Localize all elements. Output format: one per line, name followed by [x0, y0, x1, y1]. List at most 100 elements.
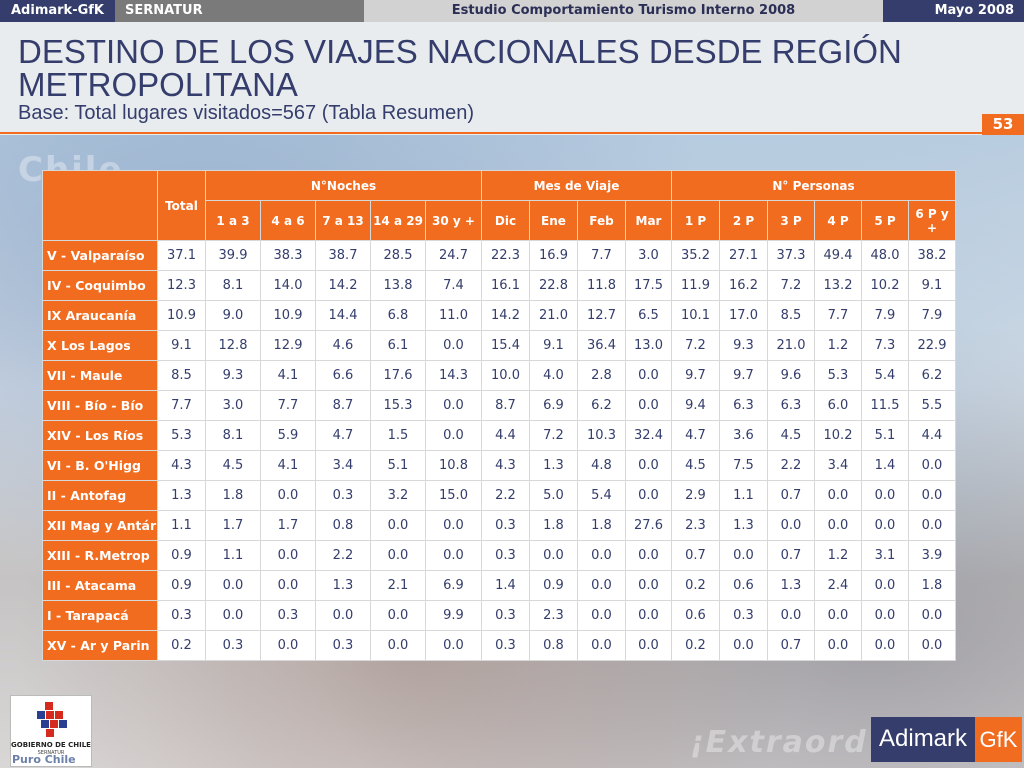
- value-cell: 0.2: [671, 570, 720, 601]
- value-cell: 0.0: [577, 540, 626, 571]
- value-cell: 11.0: [425, 300, 482, 331]
- column-header: 1 a 3: [205, 200, 261, 241]
- value-cell: 0.0: [260, 570, 316, 601]
- value-cell: 7.5: [719, 450, 768, 481]
- value-cell: 0.0: [767, 600, 815, 631]
- value-cell: 0.7: [767, 480, 815, 511]
- total-cell: 0.9: [157, 540, 206, 571]
- region-label: IX Araucanía: [42, 300, 158, 331]
- table-row: VI - B. O'Higg 4.3 4.5 4.1 3.4 5.1 10.8 4.3 1.3 4…: [42, 450, 956, 481]
- value-cell: 13.0: [625, 330, 672, 361]
- value-cell: 4.5: [767, 420, 815, 451]
- value-cell: 7.7: [260, 390, 316, 421]
- value-cell: 14.2: [481, 300, 530, 331]
- value-cell: 38.3: [260, 240, 316, 271]
- value-cell: 0.0: [814, 510, 862, 541]
- region-label: IV - Coquimbo: [42, 270, 158, 301]
- value-cell: 9.1: [529, 330, 578, 361]
- value-cell: 16.1: [481, 270, 530, 301]
- value-cell: 8.5: [767, 300, 815, 331]
- value-cell: 0.0: [425, 420, 482, 451]
- value-cell: 0.0: [625, 360, 672, 391]
- value-cell: 0.0: [260, 540, 316, 571]
- value-cell: 8.7: [481, 390, 530, 421]
- value-cell: 3.1: [861, 540, 909, 571]
- total-cell: 0.9: [157, 570, 206, 601]
- total-cell: 8.5: [157, 360, 206, 391]
- column-header: 4 a 6: [260, 200, 316, 241]
- group-header-personas: N° Personas: [671, 170, 956, 201]
- value-cell: 22.8: [529, 270, 578, 301]
- value-cell: 0.0: [577, 570, 626, 601]
- total-cell: 9.1: [157, 330, 206, 361]
- value-cell: 22.9: [908, 330, 956, 361]
- value-cell: 0.0: [908, 510, 956, 541]
- value-cell: 2.1: [370, 570, 426, 601]
- chile-flag-icon: [37, 702, 67, 737]
- value-cell: 4.4: [481, 420, 530, 451]
- value-cell: 21.0: [529, 300, 578, 331]
- value-cell: 6.8: [370, 300, 426, 331]
- value-cell: 0.0: [370, 600, 426, 631]
- value-cell: 27.6: [625, 510, 672, 541]
- top-bar-brand: Adimark-GfK: [0, 0, 115, 22]
- value-cell: 0.0: [315, 600, 371, 631]
- value-cell: 10.2: [814, 420, 862, 451]
- top-bar: Adimark-GfK SERNATUR Estudio Comportamie…: [0, 0, 1024, 22]
- value-cell: 4.1: [260, 450, 316, 481]
- value-cell: 2.3: [529, 600, 578, 631]
- column-header: 30 y +: [425, 200, 482, 241]
- value-cell: 6.6: [315, 360, 371, 391]
- value-cell: 7.9: [908, 300, 956, 331]
- value-cell: 0.0: [861, 630, 909, 661]
- value-cell: 1.7: [205, 510, 261, 541]
- column-header: 1 P: [671, 200, 720, 241]
- table-row: III - Atacama 0.9 0.0 0.0 1.3 2.1 6.9 1.4 0.9 0.0…: [42, 570, 956, 601]
- value-cell: 0.0: [625, 600, 672, 631]
- column-header: 14 a 29: [370, 200, 426, 241]
- value-cell: 0.3: [481, 630, 530, 661]
- value-cell: 7.9: [861, 300, 909, 331]
- value-cell: 5.0: [529, 480, 578, 511]
- value-cell: 1.2: [814, 330, 862, 361]
- value-cell: 0.0: [814, 630, 862, 661]
- total-cell: 0.3: [157, 600, 206, 631]
- value-cell: 9.9: [425, 600, 482, 631]
- value-cell: 9.1: [908, 270, 956, 301]
- value-cell: 0.0: [205, 570, 261, 601]
- column-header: Feb: [577, 200, 626, 241]
- column-header: 5 P: [861, 200, 909, 241]
- background-word-extraordinario: ¡Extraord: [690, 725, 868, 760]
- column-header: 2 P: [719, 200, 768, 241]
- value-cell: 0.3: [481, 540, 530, 571]
- value-cell: 0.0: [425, 630, 482, 661]
- total-cell: 10.9: [157, 300, 206, 331]
- page-title: DESTINO DE LOS VIAJES NACIONALES DESDE R…: [18, 33, 902, 103]
- government-logo-subtext: SERNATUR: [37, 750, 65, 756]
- value-cell: 14.2: [315, 270, 371, 301]
- destination-table: Total N°Noches Mes de Viaje N° Personas …: [42, 170, 956, 661]
- value-cell: 6.9: [529, 390, 578, 421]
- value-cell: 5.1: [370, 450, 426, 481]
- value-cell: 8.1: [205, 270, 261, 301]
- value-cell: 3.4: [315, 450, 371, 481]
- value-cell: 9.3: [719, 330, 768, 361]
- value-cell: 6.5: [625, 300, 672, 331]
- value-cell: 38.2: [908, 240, 956, 271]
- value-cell: 38.7: [315, 240, 371, 271]
- value-cell: 10.3: [577, 420, 626, 451]
- value-cell: 1.4: [861, 450, 909, 481]
- value-cell: 0.0: [861, 600, 909, 631]
- value-cell: 17.6: [370, 360, 426, 391]
- table-row: XV - Ar y Parin 0.2 0.3 0.0 0.3 0.0 0.0 0.3 0.8 0…: [42, 630, 956, 661]
- value-cell: 0.0: [625, 570, 672, 601]
- value-cell: 0.0: [719, 540, 768, 571]
- group-header-noches: N°Noches: [205, 170, 482, 201]
- value-cell: 1.1: [205, 540, 261, 571]
- value-cell: 1.8: [908, 570, 956, 601]
- total-cell: 12.3: [157, 270, 206, 301]
- column-header: Dic: [481, 200, 530, 241]
- top-bar-study: Estudio Comportamiento Turismo Interno 2…: [364, 0, 883, 22]
- value-cell: 4.3: [481, 450, 530, 481]
- value-cell: 0.0: [425, 540, 482, 571]
